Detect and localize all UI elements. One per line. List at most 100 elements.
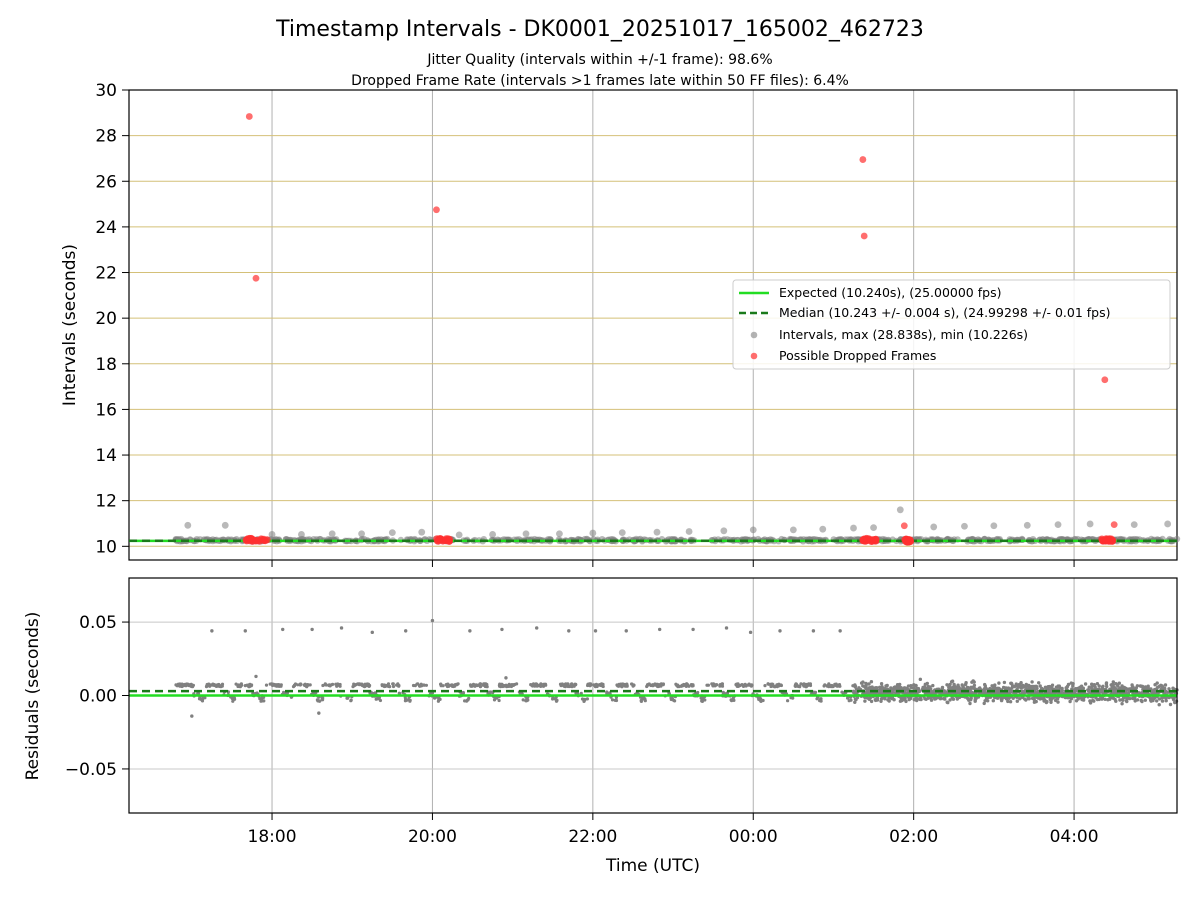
residual-point bbox=[897, 684, 901, 688]
residual-point bbox=[661, 683, 665, 687]
residual-point bbox=[1125, 696, 1130, 701]
residual-point bbox=[1139, 684, 1144, 688]
residual-point bbox=[308, 683, 312, 687]
interval-point bbox=[961, 522, 968, 530]
residual-point bbox=[1034, 691, 1039, 695]
residual-point bbox=[1060, 688, 1064, 692]
dropped-frame-point bbox=[252, 274, 260, 282]
residual-point bbox=[1002, 680, 1007, 685]
x-tick-label: 02:00 bbox=[889, 827, 938, 847]
residual-point bbox=[1036, 696, 1041, 700]
residual-point bbox=[1022, 685, 1026, 689]
residual-point bbox=[838, 684, 842, 688]
residual-point bbox=[1139, 698, 1143, 703]
residual-point bbox=[1104, 681, 1109, 685]
residual-point bbox=[724, 626, 729, 630]
residual-point bbox=[1081, 686, 1086, 690]
x-tick-label: 18:00 bbox=[248, 827, 297, 847]
residual-point bbox=[874, 698, 878, 703]
residual-point bbox=[535, 626, 539, 630]
intervals-y-tick-label: 18 bbox=[95, 355, 117, 375]
residual-point bbox=[1053, 698, 1058, 703]
residual-point bbox=[960, 683, 964, 687]
residual-point bbox=[387, 684, 391, 689]
residual-point bbox=[277, 683, 281, 688]
residual-point bbox=[1071, 684, 1075, 688]
residual-point bbox=[749, 683, 753, 687]
residual-point bbox=[690, 684, 694, 688]
residual-point bbox=[268, 682, 272, 686]
residual-point bbox=[974, 696, 978, 701]
residual-point bbox=[1026, 684, 1030, 688]
intervals-y-tick-label: 24 bbox=[95, 218, 117, 238]
residual-point bbox=[691, 627, 695, 632]
residual-point bbox=[327, 683, 331, 688]
residual-point bbox=[461, 691, 465, 695]
residual-point bbox=[569, 683, 573, 687]
residual-point bbox=[1072, 690, 1076, 695]
residual-point bbox=[1049, 685, 1053, 689]
residual-point bbox=[259, 699, 263, 703]
residual-point bbox=[1157, 703, 1161, 707]
residual-point bbox=[1108, 696, 1112, 700]
residual-point bbox=[203, 696, 207, 700]
residual-point bbox=[1110, 682, 1115, 687]
residual-point bbox=[1106, 698, 1110, 702]
residuals-y-tick-label: −0.05 bbox=[65, 760, 117, 780]
residual-point bbox=[738, 683, 742, 688]
residual-point bbox=[1008, 700, 1013, 704]
dropped-frame-point bbox=[859, 156, 867, 163]
residual-point bbox=[948, 682, 952, 687]
residual-point bbox=[969, 696, 973, 700]
residual-point bbox=[894, 686, 898, 690]
residual-point bbox=[915, 698, 919, 703]
residual-point bbox=[1016, 685, 1021, 689]
residual-point bbox=[997, 681, 1001, 685]
interval-point bbox=[184, 521, 192, 529]
residual-point bbox=[938, 697, 943, 701]
residual-point bbox=[1143, 698, 1148, 702]
residual-point bbox=[411, 683, 416, 688]
x-tick-label: 22:00 bbox=[568, 827, 617, 847]
residual-point bbox=[995, 687, 999, 691]
residual-point bbox=[541, 684, 546, 688]
residual-point bbox=[376, 697, 380, 701]
dropped-frame-point bbox=[261, 537, 269, 545]
residual-point bbox=[1019, 681, 1023, 685]
residual-point bbox=[619, 682, 623, 686]
residual-point bbox=[1030, 680, 1034, 684]
residual-point bbox=[838, 629, 842, 633]
residual-point bbox=[563, 682, 568, 686]
residual-point bbox=[1135, 698, 1140, 702]
residual-point bbox=[819, 697, 823, 701]
residual-point bbox=[777, 683, 781, 688]
residual-point bbox=[1090, 686, 1094, 690]
residuals-y-axis-label: Residuals (seconds) bbox=[23, 612, 43, 781]
legend-median-label: Median (10.243 +/- 0.004 s), (24.99298 +… bbox=[779, 305, 1110, 320]
residual-point bbox=[769, 684, 773, 689]
residual-point bbox=[187, 683, 191, 688]
residual-point bbox=[696, 690, 700, 695]
residual-point bbox=[715, 683, 719, 687]
residual-point bbox=[864, 685, 868, 689]
residual-point bbox=[947, 685, 951, 689]
residual-point bbox=[560, 682, 564, 686]
residual-point bbox=[555, 698, 559, 703]
residual-point bbox=[418, 684, 422, 688]
x-tick-label: 20:00 bbox=[408, 827, 457, 847]
residual-point bbox=[863, 699, 867, 703]
residual-point bbox=[1032, 691, 1036, 695]
residual-point bbox=[1056, 684, 1060, 688]
intervals-plot-frame bbox=[128, 89, 1178, 561]
residual-point bbox=[646, 683, 650, 687]
legend: Expected (10.240s), (25.00000 fps) Media… bbox=[732, 279, 1171, 370]
residual-point bbox=[422, 683, 426, 687]
residual-point bbox=[763, 684, 767, 688]
residual-point bbox=[1167, 687, 1171, 691]
dropped-frame-point bbox=[859, 536, 867, 544]
residual-point bbox=[273, 682, 277, 687]
residual-point bbox=[1032, 684, 1036, 689]
dropped-frame-point bbox=[446, 535, 454, 544]
residual-point bbox=[778, 629, 782, 633]
residual-point bbox=[1094, 696, 1098, 700]
